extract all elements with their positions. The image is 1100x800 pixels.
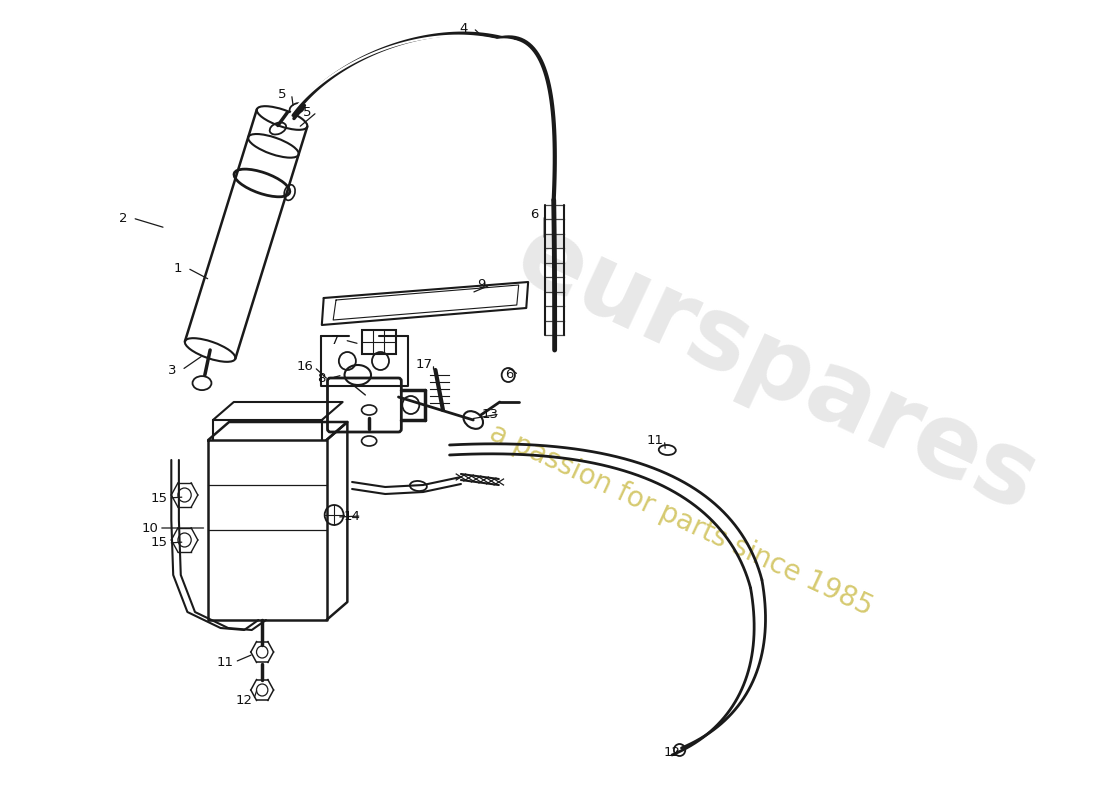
Text: 12: 12 — [663, 746, 681, 758]
Text: 7: 7 — [331, 334, 339, 346]
Text: 10: 10 — [141, 522, 158, 534]
Bar — [362, 330, 396, 354]
Text: 16: 16 — [296, 361, 314, 374]
Text: 5: 5 — [278, 87, 286, 101]
Text: 3: 3 — [168, 363, 176, 377]
Text: a passion for parts since 1985: a passion for parts since 1985 — [485, 418, 878, 622]
Text: 1: 1 — [174, 262, 183, 274]
Text: 2: 2 — [119, 211, 128, 225]
Text: 4: 4 — [460, 22, 467, 34]
Text: 12: 12 — [235, 694, 253, 706]
Text: 11: 11 — [647, 434, 663, 446]
Text: 5: 5 — [304, 106, 312, 118]
Text: 14: 14 — [343, 510, 361, 522]
Text: 8: 8 — [318, 371, 326, 385]
Text: eurspares: eurspares — [500, 207, 1052, 533]
Text: 9: 9 — [476, 278, 485, 291]
Text: 15: 15 — [151, 491, 167, 505]
Text: 6: 6 — [530, 209, 539, 222]
Text: 15: 15 — [151, 537, 167, 550]
Text: 6: 6 — [505, 369, 514, 382]
Text: 17: 17 — [416, 358, 432, 370]
Text: 11: 11 — [217, 655, 234, 669]
Text: 13: 13 — [482, 407, 498, 421]
